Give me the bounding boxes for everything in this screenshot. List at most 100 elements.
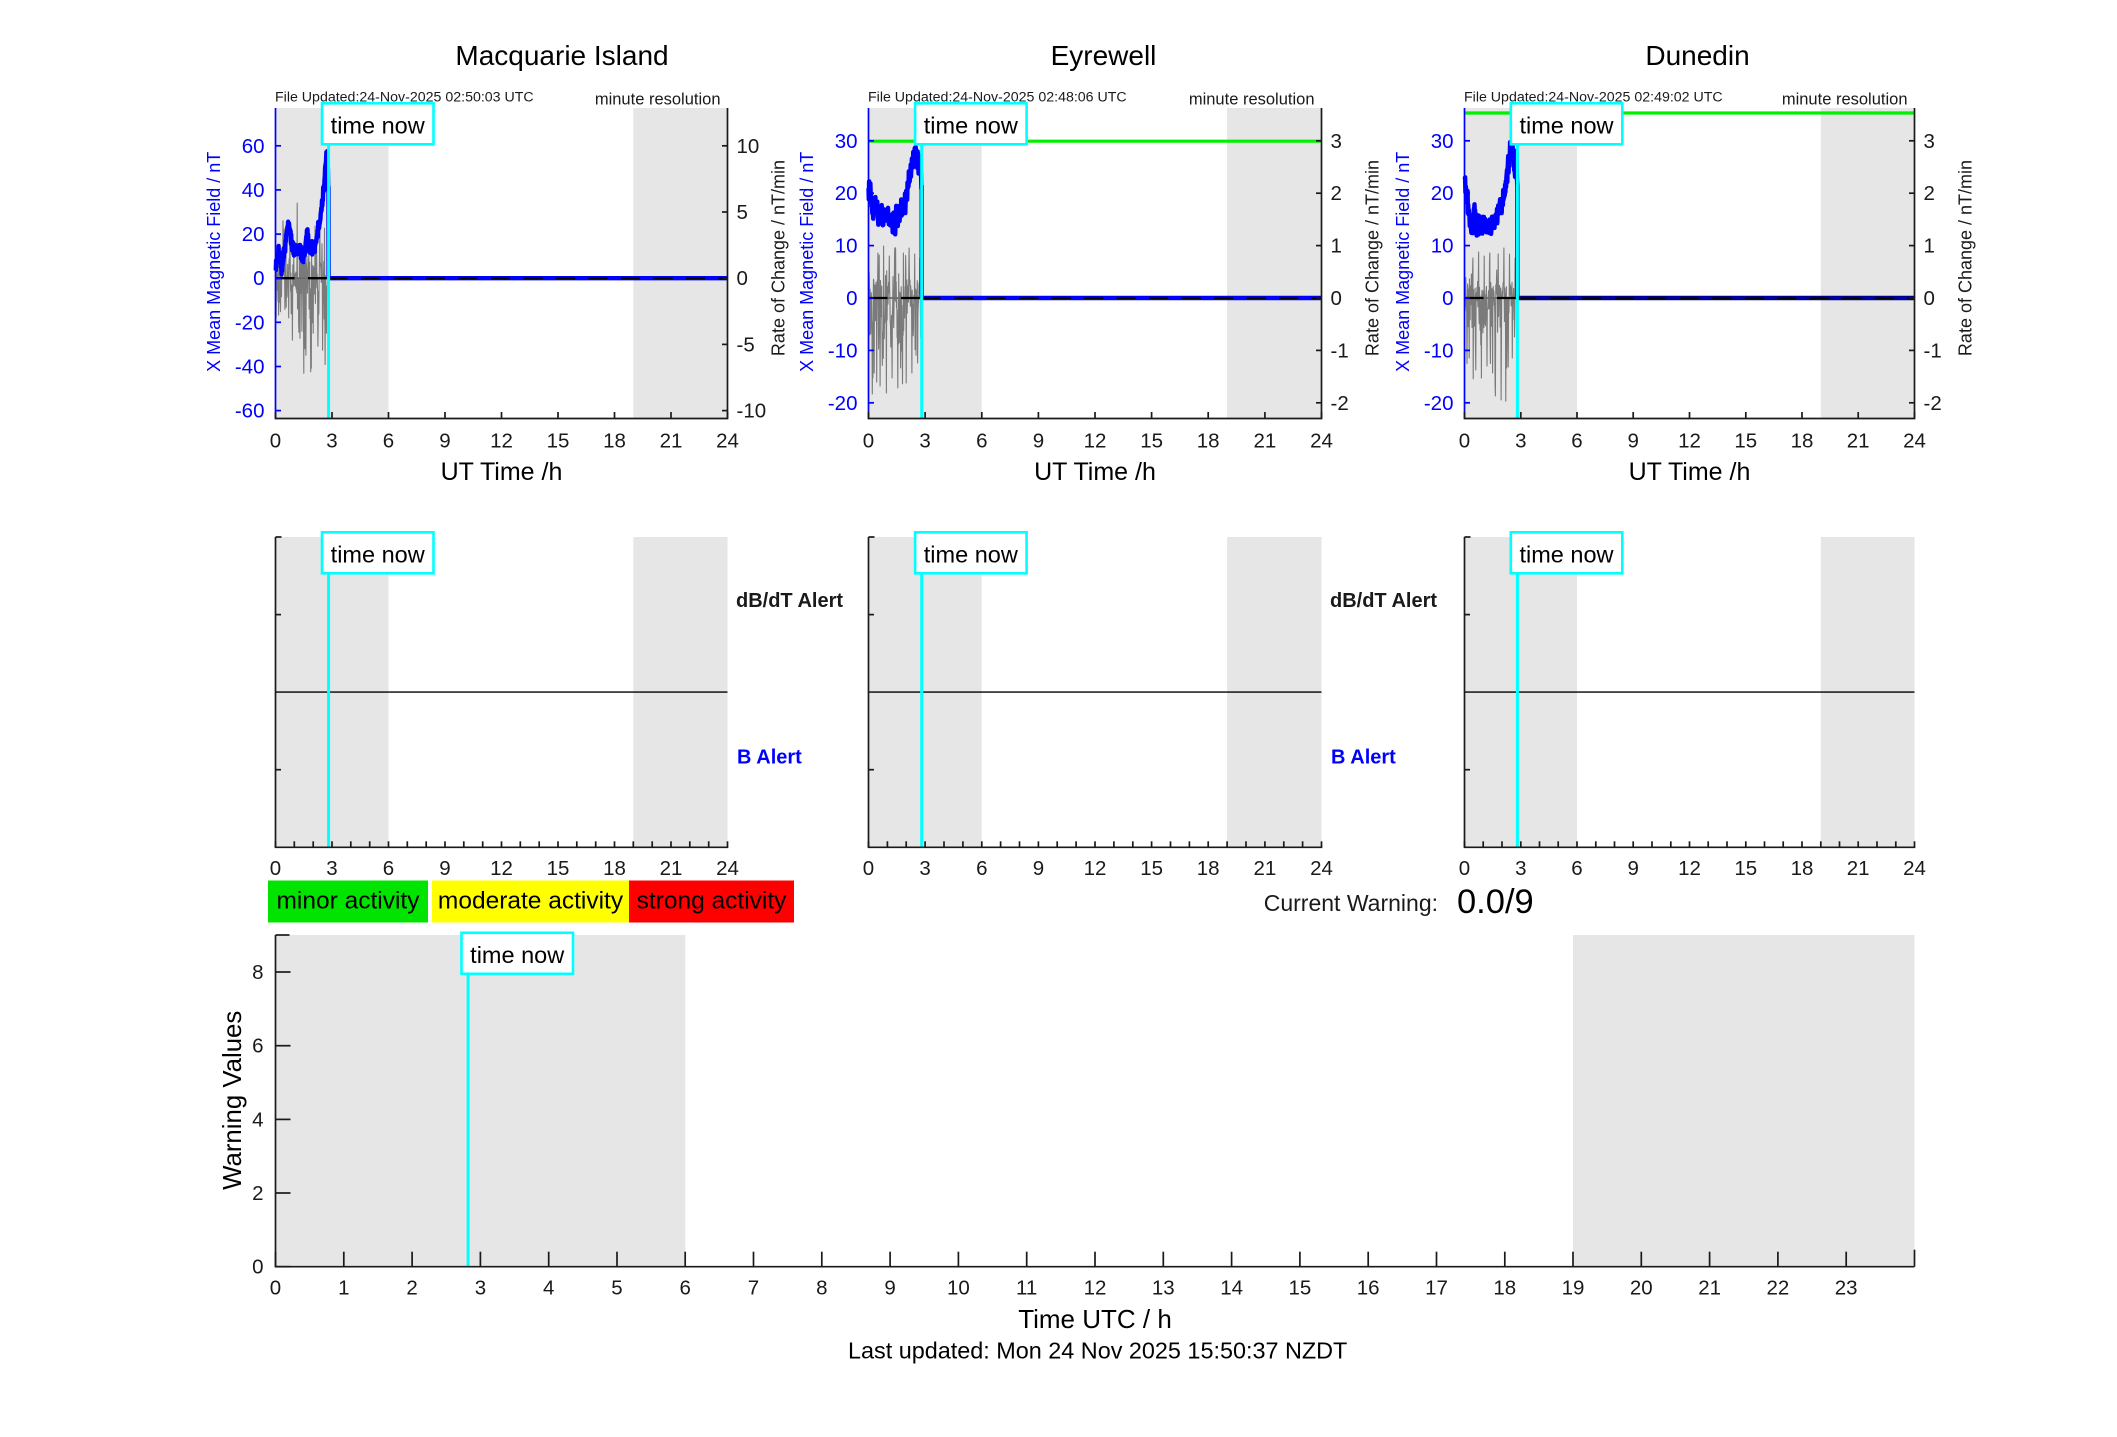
svg-text:-20: -20 <box>1424 392 1454 415</box>
svg-text:0: 0 <box>270 1277 281 1300</box>
svg-text:Rate of Change / nT/min: Rate of Change / nT/min <box>1955 160 1975 356</box>
svg-text:Warning Values: Warning Values <box>219 1011 247 1190</box>
svg-text:15: 15 <box>547 430 570 453</box>
svg-text:9: 9 <box>884 1277 895 1300</box>
svg-text:0.0/9: 0.0/9 <box>1457 883 1534 921</box>
svg-text:11: 11 <box>1016 1277 1037 1300</box>
svg-text:5: 5 <box>611 1277 622 1300</box>
svg-text:Rate of Change / nT/min: Rate of Change / nT/min <box>1362 160 1382 356</box>
svg-text:18: 18 <box>603 857 626 880</box>
svg-text:30: 30 <box>835 130 858 153</box>
svg-text:time now: time now <box>924 542 1019 568</box>
svg-text:1: 1 <box>1924 235 1935 258</box>
svg-text:UT Time /h: UT Time /h <box>1034 458 1156 486</box>
svg-text:time now: time now <box>331 542 426 568</box>
svg-text:21: 21 <box>1698 1277 1721 1300</box>
svg-text:-20: -20 <box>828 392 858 415</box>
svg-text:6: 6 <box>1571 430 1582 453</box>
svg-text:dB/dT Alert: dB/dT Alert <box>736 590 843 612</box>
svg-text:0: 0 <box>1924 287 1935 310</box>
svg-text:1: 1 <box>338 1277 349 1300</box>
svg-text:9: 9 <box>1033 430 1044 453</box>
svg-text:-10: -10 <box>828 339 858 362</box>
svg-text:0: 0 <box>1459 857 1470 880</box>
svg-text:6: 6 <box>252 1035 263 1058</box>
svg-text:12: 12 <box>1084 857 1107 880</box>
svg-text:-2: -2 <box>1331 392 1349 415</box>
svg-text:13: 13 <box>1152 1277 1175 1300</box>
svg-text:time now: time now <box>1519 113 1614 139</box>
svg-text:Last updated: Mon 24 Nov 2025: Last updated: Mon 24 Nov 2025 15:50:37 N… <box>848 1338 1347 1364</box>
svg-text:minor activity: minor activity <box>277 888 421 915</box>
svg-text:20: 20 <box>1431 182 1454 205</box>
svg-text:dB/dT Alert: dB/dT Alert <box>1330 590 1437 612</box>
svg-text:19: 19 <box>1562 1277 1585 1300</box>
svg-text:10: 10 <box>835 235 858 258</box>
svg-text:18: 18 <box>603 430 626 453</box>
svg-text:6: 6 <box>976 430 987 453</box>
svg-text:10: 10 <box>737 135 760 158</box>
svg-text:3: 3 <box>326 430 337 453</box>
svg-text:0: 0 <box>1331 287 1342 310</box>
svg-text:9: 9 <box>1033 857 1044 880</box>
svg-text:time now: time now <box>470 942 565 968</box>
svg-text:9: 9 <box>1627 430 1638 453</box>
svg-text:30: 30 <box>1431 130 1454 153</box>
svg-text:Rate of Change / nT/min: Rate of Change / nT/min <box>768 160 788 356</box>
svg-text:20: 20 <box>242 223 265 246</box>
svg-text:-20: -20 <box>235 311 265 334</box>
svg-text:UT Time /h: UT Time /h <box>1629 458 1751 486</box>
svg-text:0: 0 <box>846 287 857 310</box>
svg-text:15: 15 <box>1140 430 1163 453</box>
svg-text:B Alert: B Alert <box>1331 747 1396 769</box>
svg-text:-40: -40 <box>235 356 265 379</box>
svg-text:24: 24 <box>1903 430 1926 453</box>
svg-text:-1: -1 <box>1924 339 1942 362</box>
svg-text:3: 3 <box>1515 430 1526 453</box>
svg-text:10: 10 <box>1431 235 1454 258</box>
svg-text:18: 18 <box>1197 430 1220 453</box>
svg-text:minute resolution: minute resolution <box>595 91 721 109</box>
svg-text:minute resolution: minute resolution <box>1189 91 1315 109</box>
svg-text:0: 0 <box>737 267 748 290</box>
svg-text:-10: -10 <box>1424 339 1454 362</box>
svg-text:-5: -5 <box>737 333 755 356</box>
svg-text:8: 8 <box>816 1277 827 1300</box>
svg-text:17: 17 <box>1425 1277 1448 1300</box>
svg-text:2: 2 <box>252 1182 263 1205</box>
svg-text:6: 6 <box>976 857 987 880</box>
svg-text:6: 6 <box>679 1277 690 1300</box>
svg-text:4: 4 <box>252 1108 263 1131</box>
svg-text:0: 0 <box>863 430 874 453</box>
svg-text:4: 4 <box>543 1277 554 1300</box>
svg-text:3: 3 <box>326 857 337 880</box>
svg-text:21: 21 <box>1847 857 1870 880</box>
svg-text:-2: -2 <box>1924 392 1942 415</box>
svg-text:0: 0 <box>270 430 281 453</box>
svg-text:15: 15 <box>1734 857 1757 880</box>
svg-text:time now: time now <box>1519 542 1614 568</box>
svg-text:3: 3 <box>919 857 930 880</box>
svg-text:12: 12 <box>1084 1277 1107 1300</box>
svg-text:15: 15 <box>1140 857 1163 880</box>
svg-text:24: 24 <box>1903 857 1926 880</box>
svg-text:3: 3 <box>1924 130 1935 153</box>
svg-text:9: 9 <box>439 430 450 453</box>
svg-text:21: 21 <box>660 430 683 453</box>
svg-text:40: 40 <box>242 179 265 202</box>
svg-text:6: 6 <box>1571 857 1582 880</box>
svg-text:18: 18 <box>1197 857 1220 880</box>
svg-text:Dunedin: Dunedin <box>1645 40 1749 71</box>
svg-text:-10: -10 <box>737 400 767 423</box>
svg-text:3: 3 <box>475 1277 486 1300</box>
svg-text:moderate activity: moderate activity <box>438 888 624 915</box>
svg-text:12: 12 <box>1678 857 1701 880</box>
svg-text:12: 12 <box>490 430 513 453</box>
svg-text:Time UTC / h: Time UTC / h <box>1018 1304 1172 1334</box>
svg-text:3: 3 <box>1331 130 1342 153</box>
svg-text:12: 12 <box>1678 430 1701 453</box>
svg-text:File Updated:24-Nov-2025 02:48: File Updated:24-Nov-2025 02:48:06 UTC <box>868 90 1127 106</box>
svg-text:15: 15 <box>547 857 570 880</box>
svg-text:time now: time now <box>924 113 1019 139</box>
svg-text:24: 24 <box>1310 857 1333 880</box>
